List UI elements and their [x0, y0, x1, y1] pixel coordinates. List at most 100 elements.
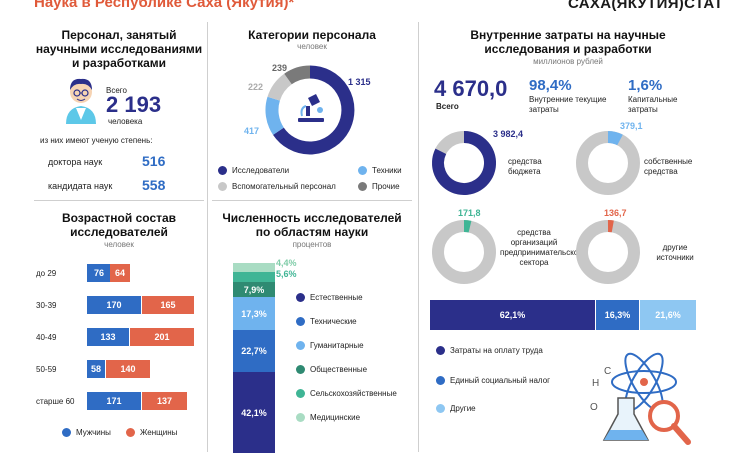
- costs-unit: миллионов рублей: [533, 57, 603, 66]
- donut-business-label: средства организаций предпринимательског…: [500, 228, 586, 267]
- donut-other-label: другие источники: [656, 243, 694, 262]
- legend-label: Общественные: [310, 365, 368, 374]
- donut-other-sources: [576, 220, 640, 284]
- logo-text: САХА(ЯКУТИЯ)СТАТ: [568, 0, 724, 12]
- costs-heading: Внутренние затраты на научные исследован…: [470, 28, 666, 56]
- legend-label: Прочие: [372, 182, 400, 191]
- degree-note: из них имеют ученую степень:: [40, 136, 153, 145]
- legend-social-tax: Единый социальный налог: [436, 376, 550, 386]
- legend-dot: [296, 341, 305, 351]
- legend-label: Исследователи: [232, 166, 290, 175]
- donut-other: [284, 65, 311, 85]
- legend-dot: [358, 166, 367, 176]
- bar-women: 137: [142, 392, 187, 410]
- doctors-value: 516: [142, 153, 166, 169]
- segment-technical: 22,7%: [233, 330, 275, 372]
- legend-label: Медицинские: [310, 413, 361, 422]
- age-heading: Возрастной состав исследователей: [61, 211, 177, 239]
- legend-other-costs: Другие: [436, 404, 476, 414]
- divider-3: [34, 200, 204, 201]
- doctors-label: доктора наук: [48, 157, 103, 167]
- cat-label-other: 239: [272, 63, 288, 73]
- fields-heading: Численность исследователей по областям н…: [222, 211, 402, 239]
- bar-women: 165: [142, 296, 194, 314]
- legend-label: Мужчины: [76, 428, 111, 437]
- current-label: Внутренние текущие затраты: [529, 95, 607, 114]
- bar-women: 64: [110, 264, 130, 282]
- categories-heading: Категории персонала: [248, 28, 376, 42]
- divider-1: [207, 22, 208, 452]
- legend-men: Мужчины: [62, 428, 111, 438]
- legend-technicians: Техники: [358, 166, 402, 176]
- donut-own-funds: [576, 131, 640, 195]
- legend-social: Общественные: [296, 365, 368, 375]
- categories-donut: [265, 65, 355, 155]
- categories-unit: человек: [297, 42, 327, 51]
- donut-budget-label: средства бюджета: [508, 157, 542, 176]
- legend-dot: [296, 389, 305, 399]
- legend-dot: [218, 182, 227, 192]
- legend-label: Естественные: [310, 293, 363, 302]
- legend-technical: Технические: [296, 317, 357, 327]
- divider-4: [212, 200, 412, 201]
- bar-men: 58: [87, 360, 105, 378]
- legend-dot: [62, 428, 71, 438]
- segment-humanities: 17,3%: [233, 297, 275, 330]
- candidates-value: 558: [142, 177, 166, 193]
- fields-stacked-bar: 7,9% 17,3% 22,7% 42,1%: [233, 263, 275, 453]
- bar-men: 171: [87, 392, 141, 410]
- segment-medical: [233, 263, 275, 272]
- donut-budget: [432, 131, 496, 195]
- age-label: 30-39: [36, 301, 57, 310]
- legend-support: Вспомогательный персонал: [218, 182, 336, 192]
- legend-dot: [296, 413, 305, 423]
- segment-natural: 42,1%: [233, 372, 275, 453]
- svg-text:O: O: [590, 402, 598, 413]
- donut-other-value: 136,7: [604, 208, 627, 218]
- legend-dot: [436, 404, 445, 414]
- legend-women: Женщины: [126, 428, 177, 438]
- current-pct: 98,4%: [529, 77, 572, 94]
- age-label: старше 60: [36, 397, 75, 406]
- segment-agricultural: [233, 272, 275, 282]
- legend-dot: [436, 346, 445, 356]
- scientist-icon: [66, 78, 96, 124]
- legend-dot: [218, 166, 227, 176]
- bar-men: 76: [87, 264, 111, 282]
- legend-medical: Медицинские: [296, 413, 361, 423]
- donut-researchers: [273, 65, 355, 155]
- legend-label: Вспомогательный персонал: [232, 182, 336, 191]
- segment-other-costs: 21,6%: [640, 300, 696, 330]
- legend-dot: [296, 365, 305, 375]
- legend-humanities: Гуманитарные: [296, 341, 364, 351]
- microscope-icon: [298, 94, 324, 122]
- age-unit: человек: [104, 240, 134, 249]
- donut-technicians: [265, 96, 285, 135]
- donut-support: [267, 73, 293, 102]
- segment-social-tax: 16,3%: [596, 300, 639, 330]
- science-illustration-icon: H C O: [590, 352, 691, 445]
- age-label: 50-59: [36, 365, 57, 374]
- label-agricultural: 5,6%: [276, 269, 297, 279]
- costs-total-value: 4 670,0: [434, 76, 508, 101]
- label-medical: 4,4%: [276, 258, 297, 268]
- bar-men: 170: [87, 296, 141, 314]
- svg-text:C: C: [604, 366, 611, 377]
- donut-own-label: собственные средства: [644, 157, 693, 176]
- cat-label-researchers: 1 315: [348, 77, 371, 87]
- bar-women: 140: [106, 360, 150, 378]
- bar-women: 201: [130, 328, 194, 346]
- costs-structure-bar: 62,1% 16,3% 21,6%: [430, 300, 696, 330]
- legend-dot: [436, 376, 445, 386]
- fields-unit: процентов: [292, 240, 332, 249]
- page-title: Наука в Республике Саха (Якутия)*: [34, 0, 295, 11]
- age-label: 40-49: [36, 333, 57, 342]
- donut-business: [432, 219, 496, 284]
- donut-budget-value: 3 982,4: [493, 129, 524, 139]
- svg-text:H: H: [592, 378, 599, 389]
- legend-agricultural: Сельскохозяйственные: [296, 389, 397, 399]
- divider-2: [418, 22, 419, 452]
- personnel-total-value: 2 193: [106, 92, 162, 117]
- bar-men: 133: [87, 328, 129, 346]
- legend-natural: Естественные: [296, 293, 363, 303]
